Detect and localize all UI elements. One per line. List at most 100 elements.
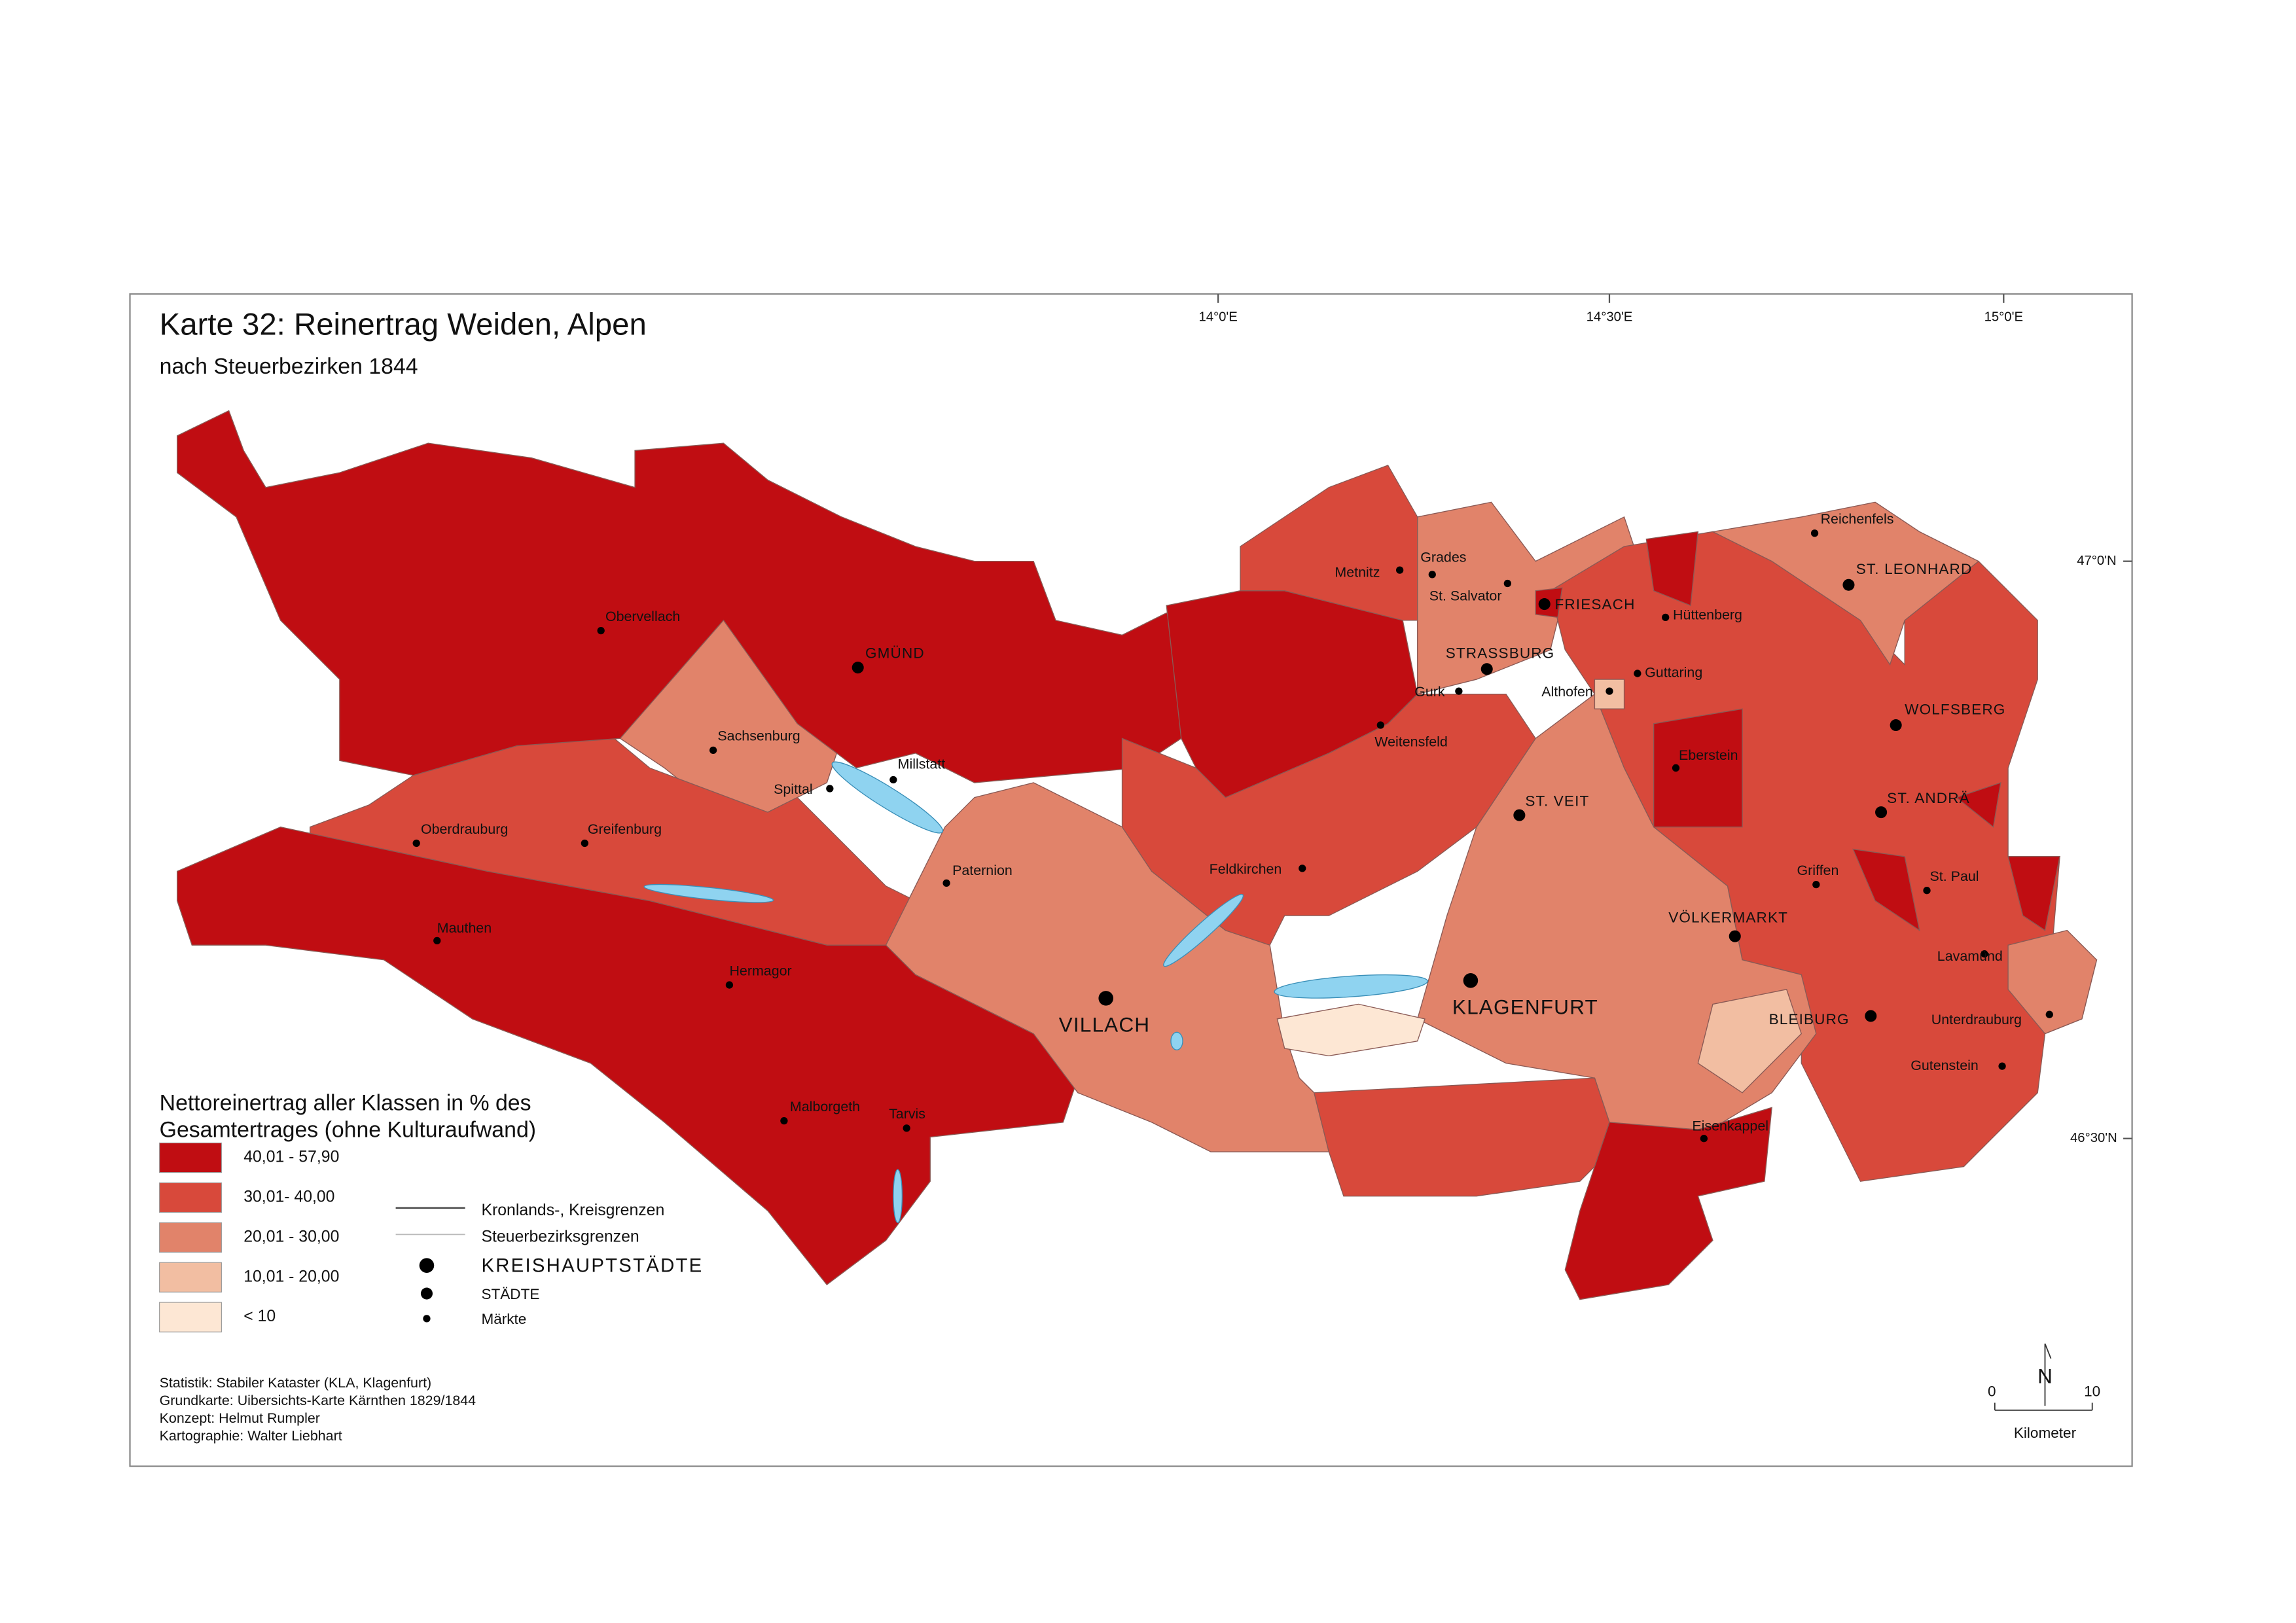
- legend-swatch: [159, 1262, 222, 1293]
- markt-label: Tarvis: [889, 1106, 925, 1122]
- region: [1852, 848, 1920, 932]
- markt-label: Mauthen: [437, 920, 492, 936]
- stadt-label: BLEIBURG: [1769, 1011, 1850, 1027]
- lake: [1170, 1031, 1183, 1051]
- legend-line-label: Steuerbezirksgrenzen: [481, 1228, 639, 1245]
- legend-swatch: [159, 1182, 222, 1213]
- markt-dot: [597, 627, 605, 635]
- markt-dot: [889, 776, 897, 784]
- lake: [831, 761, 944, 834]
- legend-class-label: < 10: [243, 1308, 276, 1325]
- legend: Nettoreinertrag aller Klassen in % desGe…: [159, 1091, 703, 1444]
- legend-point: [419, 1258, 435, 1273]
- legend-swatch: [159, 1142, 222, 1173]
- stadt-dot: [1480, 663, 1493, 675]
- region: [177, 826, 1079, 1285]
- markt-label: Unterdrauburg: [1931, 1012, 2022, 1027]
- markt-label: Malborgeth: [790, 1099, 860, 1115]
- latitude-label: 46°30'N: [2070, 1131, 2117, 1145]
- stadt-dot: [1842, 579, 1855, 591]
- legend-swatch: [159, 1222, 222, 1253]
- markt-label: Feldkirchen: [1210, 861, 1282, 877]
- markt-dot: [433, 936, 441, 945]
- stadt-dot: [1865, 1010, 1877, 1022]
- lake: [1163, 893, 1244, 967]
- region: [1313, 1077, 1610, 1197]
- legend-class-label: 20,01 - 30,00: [243, 1228, 339, 1245]
- markt-label: Althofen: [1541, 684, 1593, 700]
- markt-label: Spittal: [774, 781, 813, 797]
- region: [177, 410, 1182, 783]
- region: [2007, 929, 2098, 1035]
- stadt-label: STRASSBURG: [1446, 645, 1555, 662]
- lakes: [643, 761, 1428, 1223]
- markt-dot: [725, 981, 734, 989]
- markt-label: Oberdrauburg: [421, 821, 508, 837]
- markt-label: Gutenstein: [1910, 1058, 1979, 1073]
- markt-dot: [1455, 687, 1463, 695]
- markt-dot: [1812, 881, 1820, 889]
- region: [2007, 856, 2060, 931]
- scale-end: 10: [2084, 1383, 2100, 1400]
- region: [1653, 708, 1743, 828]
- markt-dot: [1998, 1062, 2006, 1070]
- markt-dot: [581, 839, 588, 847]
- stadt-dot: [852, 662, 864, 674]
- markt-label: Obervellach: [605, 609, 680, 624]
- markt-dot: [780, 1116, 788, 1125]
- markt-dot: [1923, 887, 1931, 895]
- markt-label: Lavamünd: [1937, 948, 2003, 964]
- stadt-dot: [1513, 809, 1526, 821]
- markt-label: St. Salvator: [1429, 588, 1502, 603]
- markt-dot: [903, 1124, 910, 1132]
- markt-dot: [2045, 1010, 2053, 1018]
- markt-dot: [826, 785, 834, 793]
- stadt-dot: [1875, 806, 1888, 819]
- north-label: N: [2037, 1364, 2053, 1388]
- legend-point-label: STÄDTE: [481, 1286, 539, 1302]
- kreishauptstadt-label: VILLACH: [1059, 1013, 1151, 1037]
- stadt-dot: [1538, 598, 1551, 611]
- longitude-label: 14°0'E: [1198, 310, 1237, 325]
- credit-line: Kartographie: Walter Liebhart: [160, 1428, 342, 1444]
- markt-label: Reichenfels: [1821, 511, 1894, 527]
- legend-class-label: 10,01 - 20,00: [243, 1268, 339, 1285]
- scale-start: 0: [1988, 1383, 1996, 1400]
- markt-label: Gurk: [1414, 684, 1445, 700]
- region: [1564, 1107, 1772, 1300]
- markt-label: Millstatt: [898, 757, 946, 772]
- markt-dot: [1376, 721, 1384, 729]
- markt-dot: [1634, 669, 1641, 677]
- graticule: 14°0'E 14°30'E 15°0'E 47°0'N 46°30'N: [1198, 294, 2132, 1145]
- region: [1276, 1003, 1426, 1057]
- markt-dot: [942, 879, 950, 887]
- scale-unit: Kilometer: [2014, 1425, 2077, 1441]
- markt-dot: [1299, 865, 1306, 872]
- legend-line-label: Kronlands-, Kreisgrenzen: [481, 1202, 664, 1219]
- stadt-dot: [1729, 930, 1741, 942]
- longitude-label: 15°0'E: [1984, 310, 2023, 325]
- region: [885, 782, 1330, 1152]
- legend-swatch: [159, 1302, 222, 1332]
- legend-point-label: KREISHAUPTSTÄDTE: [481, 1255, 703, 1277]
- markt-label: Paternion: [952, 863, 1013, 878]
- markt-label: Weitensfeld: [1374, 734, 1448, 750]
- markt-dot: [1605, 687, 1613, 695]
- region: [1645, 531, 1699, 607]
- north-arrow-head: [2044, 1343, 2052, 1359]
- markt-label: Greifenburg: [588, 821, 662, 837]
- markt-dot: [1700, 1135, 1708, 1143]
- credit-line: Konzept: Helmut Rumpler: [160, 1410, 320, 1426]
- map-title: Karte 32: Reinertrag Weiden, Alpen: [160, 307, 647, 342]
- markt-label: Griffen: [1797, 863, 1839, 878]
- legend-class-label: 30,01- 40,00: [243, 1188, 334, 1205]
- stadt-label: WOLFSBERG: [1905, 701, 2005, 717]
- stadt-label: ST. LEONHARD: [1856, 561, 1973, 577]
- regions: [177, 410, 2098, 1300]
- markt-label: Eberstein: [1679, 747, 1738, 763]
- markt-label: Sachsenburg: [717, 728, 800, 744]
- region: [1697, 989, 1803, 1094]
- lake: [893, 1169, 903, 1223]
